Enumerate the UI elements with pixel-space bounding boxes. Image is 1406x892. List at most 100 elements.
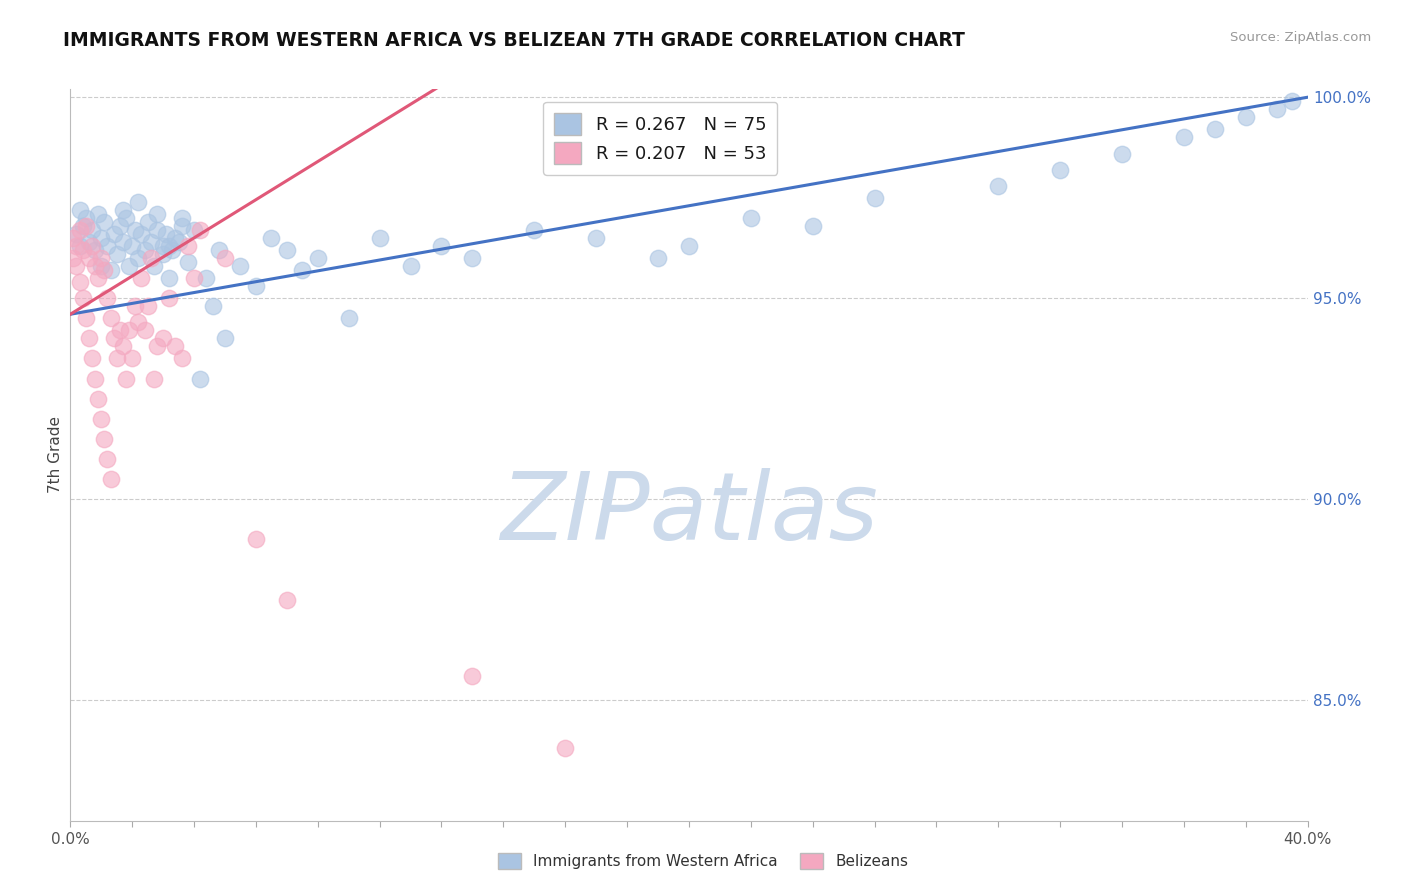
Point — [136, 215, 159, 229]
Point — [139, 235, 162, 249]
Point — [1204, 122, 1226, 136]
Point — [80, 223, 103, 237]
Point — [152, 331, 174, 345]
Point — [69, 275, 91, 289]
Point — [1234, 111, 1257, 125]
Point — [111, 202, 134, 217]
Point — [90, 251, 112, 265]
Point — [134, 323, 156, 337]
Point — [84, 259, 107, 273]
Point — [77, 235, 100, 249]
Point — [585, 231, 607, 245]
Point — [368, 231, 391, 245]
Point — [554, 741, 576, 756]
Point — [157, 291, 180, 305]
Point — [260, 231, 283, 245]
Point — [118, 323, 141, 337]
Point — [100, 472, 122, 486]
Point — [69, 239, 91, 253]
Point — [195, 271, 218, 285]
Point — [863, 191, 886, 205]
Point — [103, 331, 125, 345]
Point — [90, 231, 112, 245]
Text: ZIPatlas: ZIPatlas — [501, 468, 877, 559]
Point — [157, 239, 180, 253]
Point — [276, 243, 298, 257]
Point — [65, 259, 87, 273]
Point — [75, 311, 97, 326]
Point — [142, 259, 165, 273]
Text: Source: ZipAtlas.com: Source: ZipAtlas.com — [1230, 31, 1371, 45]
Point — [93, 432, 115, 446]
Point — [146, 339, 169, 353]
Point — [134, 243, 156, 257]
Point — [72, 291, 94, 305]
Point — [62, 231, 84, 245]
Point — [337, 311, 360, 326]
Point — [75, 211, 97, 225]
Point — [121, 351, 143, 366]
Point — [245, 533, 267, 547]
Point — [165, 339, 187, 353]
Point — [111, 339, 134, 353]
Point — [1173, 130, 1195, 145]
Point — [90, 411, 112, 425]
Point — [201, 299, 224, 313]
Legend: Immigrants from Western Africa, Belizeans: Immigrants from Western Africa, Belizean… — [492, 847, 914, 875]
Point — [96, 291, 118, 305]
Point — [276, 592, 298, 607]
Point — [69, 223, 91, 237]
Point — [430, 239, 453, 253]
Point — [80, 239, 103, 253]
Point — [167, 235, 190, 249]
Point — [96, 239, 118, 253]
Point — [87, 392, 110, 406]
Point — [124, 223, 146, 237]
Point — [103, 227, 125, 241]
Point — [523, 223, 546, 237]
Point — [461, 669, 484, 683]
Point — [108, 219, 131, 233]
Point — [77, 331, 100, 345]
Point — [152, 239, 174, 253]
Point — [162, 243, 184, 257]
Point — [115, 371, 138, 385]
Point — [127, 251, 149, 265]
Text: IMMIGRANTS FROM WESTERN AFRICA VS BELIZEAN 7TH GRADE CORRELATION CHART: IMMIGRANTS FROM WESTERN AFRICA VS BELIZE… — [63, 31, 965, 50]
Point — [105, 351, 128, 366]
Point — [678, 239, 700, 253]
Point — [127, 315, 149, 329]
Point — [142, 371, 165, 385]
Point — [245, 279, 267, 293]
Point — [131, 227, 153, 241]
Point — [105, 247, 128, 261]
Point — [157, 271, 180, 285]
Point — [987, 178, 1010, 193]
Point — [1111, 146, 1133, 161]
Point — [108, 323, 131, 337]
Point — [165, 231, 187, 245]
Point — [80, 351, 103, 366]
Y-axis label: 7th Grade: 7th Grade — [48, 417, 63, 493]
Point — [65, 239, 87, 253]
Point — [801, 219, 824, 233]
Point — [155, 227, 177, 241]
Point — [183, 271, 205, 285]
Point — [188, 371, 211, 385]
Point — [1049, 162, 1071, 177]
Point — [124, 299, 146, 313]
Point — [214, 331, 236, 345]
Point — [188, 223, 211, 237]
Point — [208, 243, 231, 257]
Point — [136, 299, 159, 313]
Point — [84, 371, 107, 385]
Point — [93, 215, 115, 229]
Point — [118, 259, 141, 273]
Point — [96, 452, 118, 467]
Point — [229, 259, 252, 273]
Point — [87, 271, 110, 285]
Point — [100, 263, 122, 277]
Point — [214, 251, 236, 265]
Point — [121, 239, 143, 253]
Point — [170, 211, 193, 225]
